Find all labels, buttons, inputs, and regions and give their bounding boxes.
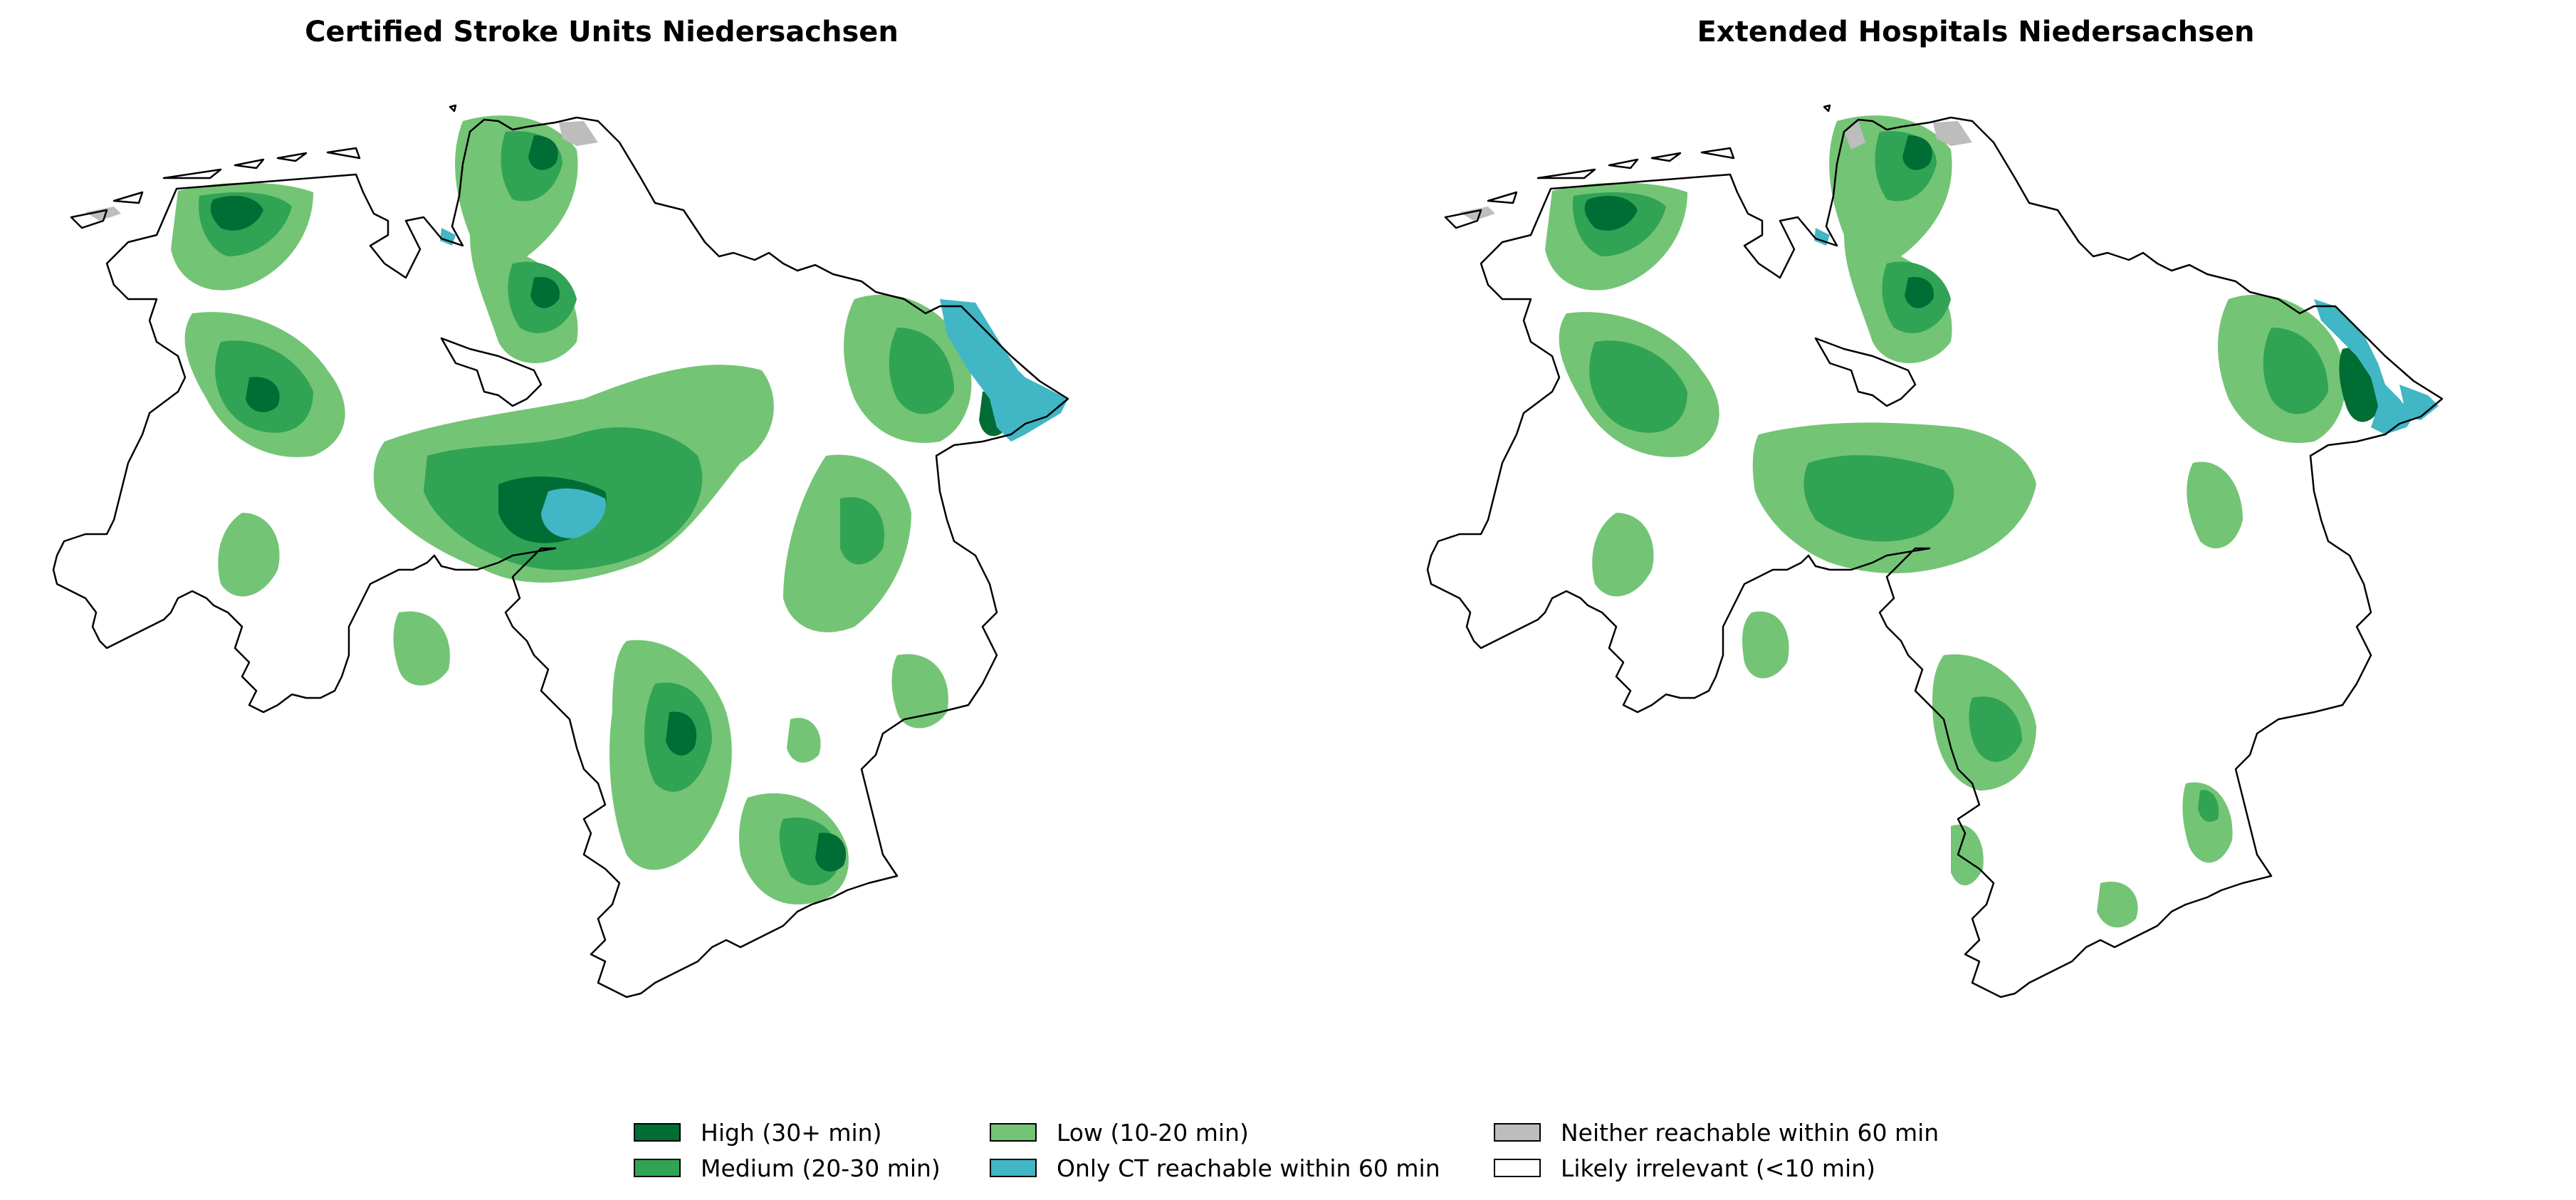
legend-item-neither: Neither reachable within 60 min (1494, 1117, 1939, 1148)
map-title: Extended Hospitals Niedersachsen (1697, 16, 2255, 48)
legend-label: Low (10-20 min) (1057, 1118, 1249, 1147)
coverage-low-area (2097, 882, 2138, 928)
map-panel-certified-stroke-units: Certified Stroke Units Niedersachsen (14, 0, 1189, 1068)
coverage-low-area (1951, 825, 1984, 886)
legend-item-medium: Medium (20-30 min) (634, 1152, 941, 1184)
coverage-low-area (218, 513, 280, 597)
region-map (52, 104, 1069, 998)
coverage-low-area (393, 611, 450, 686)
coverage-high-area (815, 833, 847, 872)
coverage-high-area (1905, 277, 1934, 308)
coverage-high-area (246, 377, 280, 412)
legend-label: Likely irrelevant (<10 min) (1561, 1154, 1875, 1182)
coverage-only-ct-area (940, 299, 1068, 442)
coverage-low-area (787, 718, 821, 763)
legend-swatch-irrelevant (1494, 1159, 1541, 1177)
legend-label: Neither reachable within 60 min (1561, 1118, 1939, 1147)
legend-label: High (30+ min) (701, 1118, 882, 1147)
coverage-high-area (1584, 196, 1638, 231)
legend-swatch-only-ct (990, 1159, 1037, 1177)
coverage-medium-area (1589, 340, 1687, 433)
coverage-neither-area (85, 207, 121, 221)
region-map (1426, 104, 2444, 998)
legend-item-high: High (30+ min) (634, 1117, 881, 1148)
coverage-medium-area (2263, 328, 2328, 414)
coverage-medium-area (1969, 696, 2022, 762)
coverage-neither-area (1933, 121, 1972, 146)
coverage-low-area (1742, 611, 1789, 679)
legend-swatch-neither (1494, 1123, 1541, 1142)
coverage-medium-area (2198, 790, 2219, 823)
region-boundary (52, 104, 1069, 998)
coverage-neither-area (1460, 207, 1495, 221)
coverage-high-area (666, 711, 697, 756)
coverage-only-ct-area (2399, 385, 2439, 420)
legend-swatch-high (634, 1123, 681, 1142)
coverage-high-area (1902, 135, 1932, 170)
coverage-layer (85, 115, 1068, 904)
coverage-low-area (891, 654, 948, 729)
map-title: Certified Stroke Units Niedersachsen (305, 16, 899, 48)
coverage-medium-area (889, 328, 954, 414)
legend-swatch-medium (634, 1159, 681, 1177)
coverage-only-ct-area (2314, 299, 2414, 434)
coverage-neither-area (559, 121, 598, 146)
legend-item-only-ct: Only CT reachable within 60 min (990, 1152, 1440, 1184)
coverage-medium-area (1803, 455, 1954, 542)
coverage-high-area (528, 135, 558, 170)
legend-swatch-low (990, 1123, 1037, 1142)
legend-label: Medium (20-30 min) (701, 1154, 941, 1182)
legend-item-low: Low (10-20 min) (990, 1117, 1249, 1148)
legend-item-irrelevant: Likely irrelevant (<10 min) (1494, 1152, 1875, 1184)
coverage-medium-area (840, 497, 884, 565)
coverage-low-area (2182, 782, 2233, 863)
legend: High (30+ min) Medium (20-30 min) Low (1… (634, 1117, 1986, 1195)
coverage-only-ct-area (541, 488, 606, 538)
coverage-low-area (1592, 513, 1654, 597)
coverage-high-area (210, 196, 263, 231)
map-panel-extended-hospitals: Extended Hospitals Niedersachsen (1388, 0, 2563, 1068)
coverage-low-area (2187, 461, 2243, 548)
coverage-high-area (530, 277, 560, 308)
legend-label: Only CT reachable within 60 min (1057, 1154, 1440, 1182)
region-boundary (1426, 104, 2444, 998)
coverage-layer (1460, 115, 2439, 928)
